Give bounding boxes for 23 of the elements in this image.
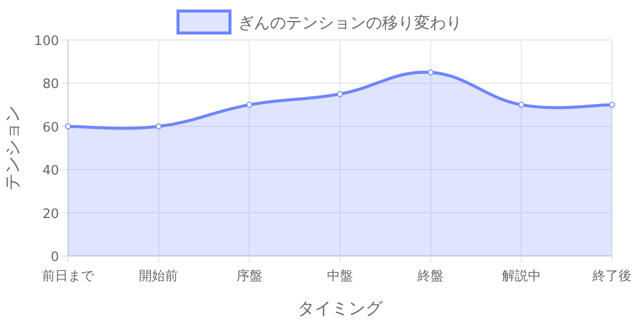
x-tick-label: 終了後: [592, 269, 632, 284]
x-tick-label: 序盤: [236, 268, 262, 284]
point: [428, 69, 434, 76]
x-tick-label: 開始前: [139, 269, 178, 284]
y-tick-label: 40: [42, 164, 59, 179]
point: [246, 102, 252, 108]
y-axis-title: テンション: [3, 106, 23, 190]
y-tick-label: 60: [42, 120, 59, 136]
point: [337, 91, 343, 97]
point: [609, 102, 615, 108]
legend-label: ぎんのテンションの移り変わり: [238, 13, 462, 32]
x-axis-title: タイミング: [298, 299, 384, 319]
x-tick-label: 中盤: [327, 269, 353, 284]
point: [156, 123, 162, 130]
point: [518, 102, 524, 108]
y-tick-label: 20: [42, 206, 59, 222]
x-tick-label: 前日まで: [42, 269, 95, 284]
y-tick-label: 80: [42, 77, 59, 92]
point: [65, 123, 71, 130]
x-tick-label: 終盤: [416, 269, 444, 284]
y-tick-label: 0: [50, 250, 59, 265]
x-tick-label: 解説中: [502, 269, 541, 284]
y-tick-label: 100: [34, 34, 59, 49]
